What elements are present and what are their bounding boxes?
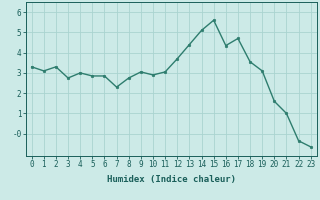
- X-axis label: Humidex (Indice chaleur): Humidex (Indice chaleur): [107, 175, 236, 184]
